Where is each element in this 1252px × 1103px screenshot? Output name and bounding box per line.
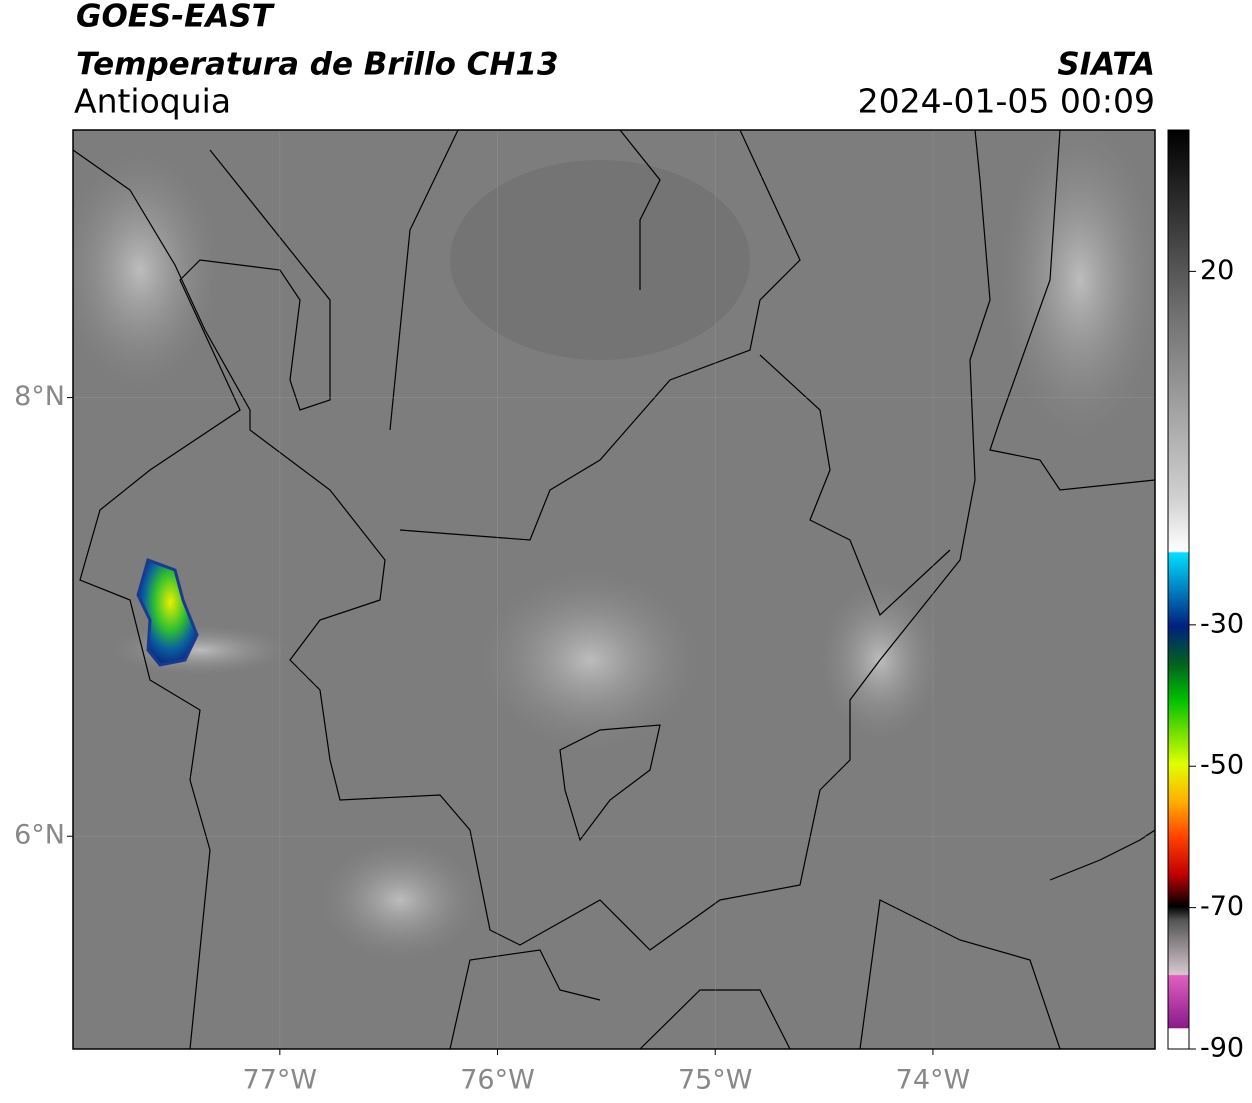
x-tick-label: 74°W: [896, 1065, 971, 1096]
graticule: [73, 130, 1155, 1049]
colorbar-tick-label: 20: [1200, 255, 1234, 286]
y-tick-label: 6°N: [14, 820, 65, 851]
y-tick-label: 8°N: [14, 381, 65, 412]
source: SIATA: [1057, 47, 1155, 83]
x-tick-label: 77°W: [243, 1065, 318, 1096]
x-tick-label: 76°W: [460, 1065, 535, 1096]
colorbar-tick-label: -90: [1200, 1033, 1244, 1064]
colorbar-tick-label: -30: [1200, 608, 1244, 639]
region: Antioquia: [74, 82, 231, 121]
datetime: 2024-01-05 00:09: [858, 82, 1155, 121]
colorbar-tick-label: -70: [1200, 891, 1244, 922]
map-image: [73, 130, 1155, 1049]
colorbar-tick-label: -50: [1200, 750, 1244, 781]
colorbar: [1167, 129, 1190, 1050]
map-frame: [72, 129, 1156, 1050]
title: GOES-EAST: [76, 0, 276, 35]
subtitle: Temperatura de Brillo CH13: [76, 47, 559, 83]
x-tick-label: 75°W: [678, 1065, 753, 1096]
